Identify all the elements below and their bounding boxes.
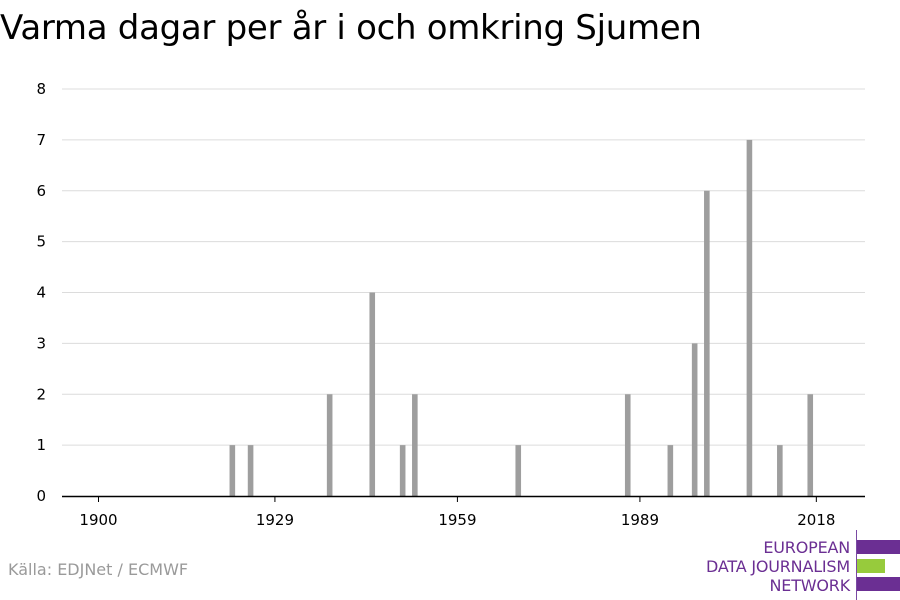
bar	[412, 394, 418, 496]
y-tick-label: 6	[36, 182, 46, 200]
x-tick-label: 1900	[79, 511, 117, 529]
x-axis: 1900 1929 1959 1989 2018	[62, 495, 865, 529]
logo-text-data-journalism: DATA JOURNALISM	[706, 557, 850, 576]
logo-text-european: EUROPEAN	[763, 538, 850, 557]
bar	[704, 190, 710, 496]
x-tick-label: 2018	[797, 511, 835, 529]
y-tick-label: 4	[36, 284, 46, 302]
bars	[229, 139, 814, 496]
bar	[807, 394, 814, 496]
y-tick-label: 3	[36, 334, 46, 352]
bar	[247, 445, 254, 496]
x-tick-label: 1959	[438, 511, 476, 529]
x-tick-label: 1929	[256, 511, 294, 529]
logo-bar-top	[857, 540, 900, 554]
logo-bar-middle	[857, 559, 885, 573]
bar	[515, 445, 522, 496]
bar	[399, 445, 406, 496]
bar	[667, 445, 674, 496]
logo-bar-bottom	[857, 577, 900, 591]
gridlines	[62, 88, 865, 446]
edjnet-logo: EUROPEAN DATA JOURNALISM NETWORK	[700, 530, 900, 600]
bar	[369, 292, 376, 496]
chart-title: Varma dagar per år i och omkring Sjumen	[0, 8, 702, 48]
bar	[746, 139, 753, 496]
x-tick-label: 1989	[621, 511, 659, 529]
y-tick-label: 1	[36, 436, 46, 454]
logo-text-network: NETWORK	[769, 576, 851, 595]
y-axis-ticks: 0 1 2 3 4 5 6 7 8	[36, 80, 46, 505]
bar	[326, 394, 333, 496]
logo-divider	[856, 530, 857, 600]
bar-chart: 0 1 2 3 4 5 6 7 8 1900 1929 1959 1989 2018	[36, 80, 865, 529]
y-tick-label: 0	[36, 487, 46, 505]
bar	[691, 343, 698, 496]
y-tick-label: 7	[36, 131, 46, 149]
source-note: Källa: EDJNet / ECMWF	[8, 560, 189, 579]
bar	[777, 445, 783, 496]
y-tick-label: 5	[36, 233, 46, 251]
bar	[624, 394, 631, 496]
y-tick-label: 2	[36, 385, 46, 403]
bar	[229, 445, 236, 496]
y-tick-label: 8	[36, 80, 46, 98]
